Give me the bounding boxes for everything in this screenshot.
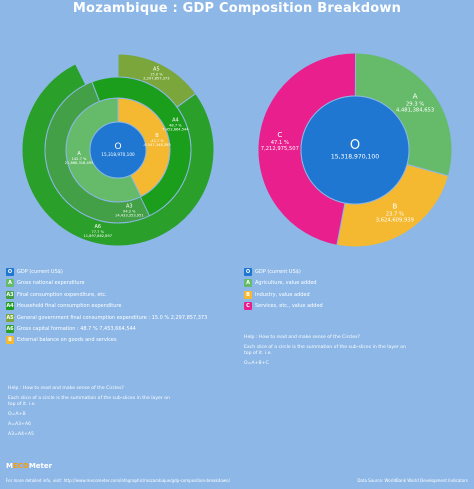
legend-right-item-c: C Services, etc., value added bbox=[244, 302, 469, 311]
legend-right-swatch-a: A bbox=[244, 279, 252, 288]
help-left-eq2: A=A3+A6 bbox=[8, 422, 31, 427]
legend-left-item-a4: A4 Household final consumption expenditur… bbox=[6, 302, 231, 311]
help-right-eq1: O=A+B+C bbox=[244, 361, 269, 366]
legend-left-label-a6: Gross capital formation : 48.7 % 7,453,6… bbox=[17, 325, 136, 332]
legend-right-label-a: Agriculture, value added bbox=[255, 280, 317, 287]
industry-label-a-pct: 29.3 % bbox=[406, 102, 424, 108]
legend-right-label-c: Services, etc., value added bbox=[255, 303, 323, 310]
expenditure-label-a6-pct: 77.7 % bbox=[91, 230, 104, 234]
industry-label-a: A bbox=[413, 91, 418, 100]
footer-link[interactable]: For more detailed info, visit: http://ww… bbox=[6, 478, 230, 483]
industry-label-c-pct: 47.1 % bbox=[271, 140, 289, 146]
expenditure-label-a6: A6 bbox=[94, 224, 101, 230]
industry-label-c: C bbox=[277, 130, 282, 139]
industry-label-c-value: 7,212,975,507 bbox=[261, 146, 299, 152]
industry-label-b: B bbox=[392, 201, 397, 210]
legend-left-swatch-o: O bbox=[6, 268, 14, 276]
industry-label-b-value: 3,624,609,939 bbox=[376, 217, 414, 223]
logo-part-eco: ECO bbox=[12, 462, 29, 470]
expenditure-label-a5: A5 bbox=[153, 67, 160, 73]
legend-left-item-a3: A3 Final consumption expenditure, etc. bbox=[6, 290, 231, 299]
legend-left-item-a5: A5 General government final consumption e… bbox=[6, 313, 231, 322]
mecometer-logo: MECOMeter bbox=[6, 462, 52, 470]
help-left-line: Each slice of a circle is the summation … bbox=[8, 396, 170, 407]
legend-left-swatch-a5: A5 bbox=[6, 313, 14, 322]
expenditure-label-a4: A4 bbox=[172, 117, 179, 123]
industry-label-a-value: 4,481,384,653 bbox=[396, 108, 434, 114]
expenditure-label-a6-value: 11,897,862,897 bbox=[83, 234, 112, 238]
legend-right-item-a: A Agriculture, value added bbox=[244, 279, 469, 288]
industry-label-b-pct: 23.7 % bbox=[386, 212, 404, 218]
expenditure-label-a-pct: 142.7 % bbox=[72, 157, 87, 161]
expenditure-label-a5-value: 2,297,857,373 bbox=[143, 77, 169, 81]
expenditure-center-label: O bbox=[114, 142, 121, 152]
legend-right-swatch-b: B bbox=[244, 290, 252, 299]
logo-part-meter: Meter bbox=[28, 462, 53, 470]
legend-left-label-a: Gross national expenditure bbox=[17, 280, 85, 287]
legend-left: O GDP (current US$) A Gross national expend… bbox=[6, 268, 231, 348]
footer-source: Data Source: WorldBank World Development… bbox=[357, 478, 468, 483]
help-left: Help : How to read and make sense of the… bbox=[8, 386, 178, 442]
expenditure-label-b-value: -6,547,348,395 bbox=[143, 143, 171, 147]
legend-right-item-b: B Industry, value added bbox=[244, 290, 469, 299]
expenditure-center-o[interactable] bbox=[89, 121, 147, 179]
help-left-eq1: O=A+B bbox=[8, 412, 26, 417]
expenditure-segment-a6[interactable] bbox=[21, 63, 215, 247]
help-right-line: Each slice of a circle is the summation … bbox=[244, 345, 406, 356]
legend-left-item-a: A Gross national expenditure bbox=[6, 279, 231, 288]
legend-left-label-a4: Household final consumption expenditure bbox=[17, 303, 122, 310]
legend-right: O GDP (current US$) A Agriculture, value ad… bbox=[244, 268, 469, 314]
legend-right-label-b: Industry, value added bbox=[255, 291, 310, 298]
legend-left-swatch-a: A bbox=[6, 279, 14, 288]
legend-left-item-b: B External balance on goods and services bbox=[6, 336, 231, 345]
expenditure-label-a4-pct: 48.7 % bbox=[169, 123, 182, 127]
expenditure-label-a3-value: 14,433,353,951 bbox=[115, 213, 144, 217]
legend-right-item-o: O GDP (current US$) bbox=[244, 268, 469, 276]
industry-center-label: O bbox=[350, 138, 360, 153]
expenditure-label-b: B bbox=[155, 133, 159, 139]
expenditure-center-value: 15,318,970,100 bbox=[101, 152, 135, 157]
legend-left-swatch-a6: A6 bbox=[6, 324, 14, 333]
page-title: Mozambique : GDP Composition Breakdown bbox=[72, 1, 402, 16]
legend-right-swatch-c: C bbox=[244, 302, 252, 311]
legend-left-label-o: GDP (current US$) bbox=[17, 269, 63, 275]
expenditure-label-a-value: 21,866,318,495 bbox=[65, 161, 94, 165]
legend-right-label-o: GDP (current US$) bbox=[255, 269, 301, 275]
help-right-question: Help : How to read and make sense of the… bbox=[244, 335, 360, 340]
legend-left-label-a3: Final consumption expenditure, etc. bbox=[17, 291, 107, 298]
legend-left-label-b: External balance on goods and services bbox=[17, 337, 117, 344]
expenditure-label-a3: A3 bbox=[126, 203, 133, 209]
expenditure-label-b-pct: -42.7 % bbox=[150, 139, 164, 143]
help-left-question: Help : How to read and make sense of the… bbox=[8, 386, 124, 391]
help-right: Help : How to read and make sense of the… bbox=[244, 335, 414, 371]
help-left-eq3: A3=A4+A5 bbox=[8, 432, 34, 437]
industry-center-o[interactable] bbox=[300, 95, 410, 205]
legend-right-swatch-o: O bbox=[244, 268, 252, 276]
legend-left-item-a6: A6 Gross capital formation : 48.7 % 7,453… bbox=[6, 324, 231, 333]
expenditure-label-a4-value: 7,453,664,544 bbox=[162, 127, 189, 131]
expenditure-label-a: A bbox=[77, 151, 81, 157]
legend-left-label-a5: General government final consumption exp… bbox=[17, 314, 208, 321]
legend-left-swatch-a4: A4 bbox=[6, 302, 14, 311]
logo-part-m: M bbox=[6, 462, 13, 470]
legend-left-swatch-a3: A3 bbox=[6, 290, 14, 299]
legend-left-item-o: O GDP (current US$) bbox=[6, 268, 231, 276]
legend-left-swatch-b: B bbox=[6, 336, 14, 345]
expenditure-label-a5-pct: 15.0 % bbox=[150, 73, 163, 77]
industry-center-value: 15,318,970,100 bbox=[331, 154, 379, 161]
expenditure-label-a3-pct: 94.2 % bbox=[123, 209, 136, 213]
